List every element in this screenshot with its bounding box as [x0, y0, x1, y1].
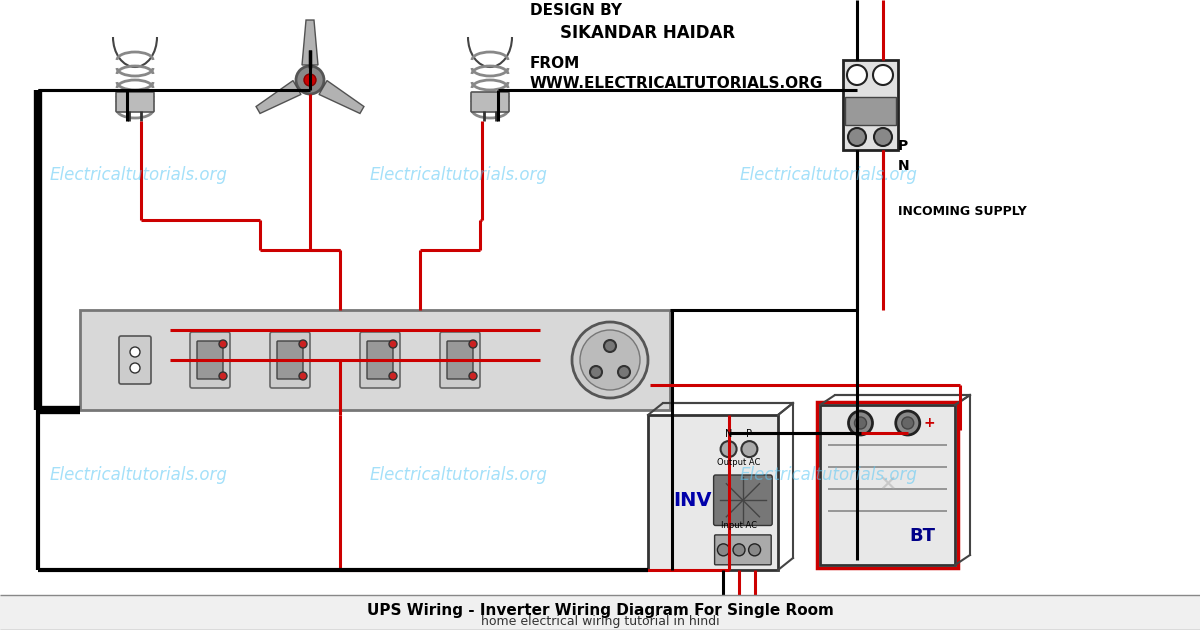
FancyBboxPatch shape [820, 405, 955, 565]
Text: FROM: FROM [530, 56, 581, 71]
Text: Output AC: Output AC [718, 457, 761, 467]
FancyBboxPatch shape [367, 341, 394, 379]
Circle shape [469, 372, 478, 380]
Circle shape [220, 340, 227, 348]
Circle shape [874, 128, 892, 146]
Circle shape [720, 441, 737, 457]
Circle shape [733, 544, 745, 556]
Text: Electricaltutorials.org: Electricaltutorials.org [370, 166, 548, 184]
Circle shape [299, 340, 307, 348]
FancyBboxPatch shape [714, 475, 773, 525]
Text: Electricaltutorials.org: Electricaltutorials.org [50, 166, 228, 184]
Text: home electrical wiring tutorial in hindi: home electrical wiring tutorial in hindi [481, 616, 719, 629]
Text: UPS Wiring - Inverter Wiring Diagram For Single Room: UPS Wiring - Inverter Wiring Diagram For… [366, 602, 834, 617]
Circle shape [469, 340, 478, 348]
Circle shape [854, 417, 866, 429]
FancyBboxPatch shape [440, 332, 480, 388]
Circle shape [718, 544, 730, 556]
FancyBboxPatch shape [715, 535, 772, 565]
Polygon shape [319, 81, 364, 113]
FancyBboxPatch shape [842, 60, 898, 150]
Text: Input AC: Input AC [721, 521, 757, 530]
Text: Electricaltutorials.org: Electricaltutorials.org [740, 466, 918, 484]
Text: INCOMING SUPPLY: INCOMING SUPPLY [898, 205, 1027, 218]
FancyBboxPatch shape [119, 336, 151, 384]
Text: P: P [898, 139, 908, 153]
FancyBboxPatch shape [470, 92, 509, 112]
Text: BT: BT [910, 527, 935, 545]
FancyBboxPatch shape [80, 310, 670, 410]
Circle shape [590, 366, 602, 378]
Circle shape [299, 372, 307, 380]
Text: Electricaltutorials.org: Electricaltutorials.org [370, 466, 548, 484]
Text: DESIGN BY: DESIGN BY [530, 3, 622, 18]
FancyBboxPatch shape [360, 332, 400, 388]
Text: N: N [725, 428, 732, 438]
Circle shape [220, 372, 227, 380]
Bar [817, 402, 958, 568]
Circle shape [580, 330, 640, 390]
FancyBboxPatch shape [190, 332, 230, 388]
Circle shape [296, 66, 324, 94]
FancyBboxPatch shape [270, 332, 310, 388]
Text: ✕: ✕ [878, 475, 896, 495]
FancyBboxPatch shape [116, 92, 154, 112]
Bar [0, 595, 1200, 630]
FancyBboxPatch shape [197, 341, 223, 379]
Circle shape [389, 372, 397, 380]
Circle shape [389, 340, 397, 348]
Text: WWW.ELECTRICALTUTORIALS.ORG: WWW.ELECTRICALTUTORIALS.ORG [530, 76, 823, 91]
Bar [845, 97, 896, 125]
Polygon shape [256, 81, 301, 113]
Circle shape [848, 411, 872, 435]
Circle shape [901, 417, 913, 429]
FancyBboxPatch shape [648, 415, 778, 570]
Text: N: N [898, 159, 910, 173]
FancyBboxPatch shape [446, 341, 473, 379]
Circle shape [874, 65, 893, 85]
Polygon shape [302, 20, 318, 65]
Circle shape [130, 363, 140, 373]
Circle shape [847, 65, 866, 85]
Circle shape [895, 411, 919, 435]
Text: SIKANDAR HAIDAR: SIKANDAR HAIDAR [560, 24, 736, 42]
Text: Electricaltutorials.org: Electricaltutorials.org [50, 466, 228, 484]
Circle shape [749, 544, 761, 556]
Circle shape [618, 366, 630, 378]
Text: +: + [924, 416, 935, 430]
Text: INV: INV [673, 491, 712, 510]
Text: P: P [746, 428, 752, 438]
Circle shape [572, 322, 648, 398]
FancyBboxPatch shape [277, 341, 302, 379]
Circle shape [742, 441, 757, 457]
Circle shape [130, 347, 140, 357]
Circle shape [848, 128, 866, 146]
Circle shape [604, 340, 616, 352]
Circle shape [304, 74, 316, 86]
Text: Electricaltutorials.org: Electricaltutorials.org [740, 166, 918, 184]
